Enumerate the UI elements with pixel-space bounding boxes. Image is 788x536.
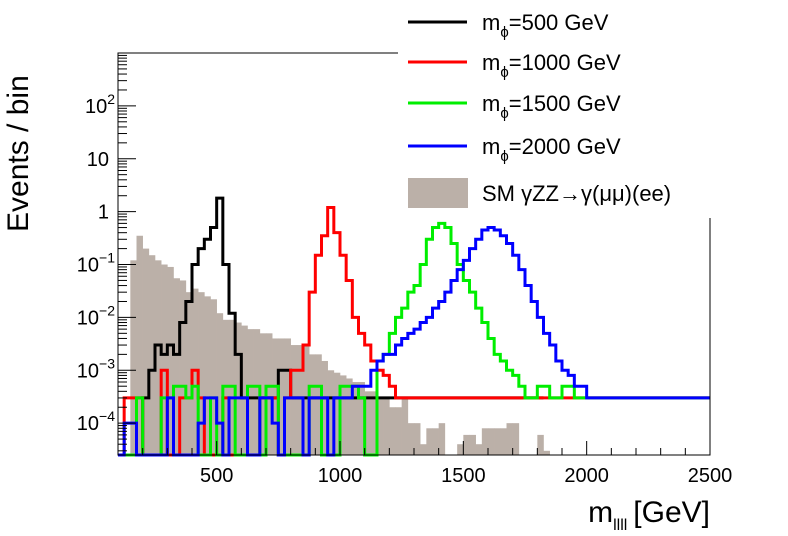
background-bar (259, 333, 267, 455)
background-bar (481, 428, 489, 455)
background-bar (155, 260, 162, 455)
series-step-line (118, 226, 710, 457)
background-bar (500, 428, 507, 455)
x-tick-label: 1500 (441, 465, 486, 487)
background-bar (179, 280, 187, 455)
legend-label: mϕ=500 GeV (482, 10, 609, 41)
background-bar (395, 407, 402, 455)
background-bar (235, 322, 242, 455)
background-bar (142, 248, 150, 455)
background-bar (204, 296, 211, 455)
background-bar (296, 345, 304, 455)
background-bar (346, 378, 353, 455)
x-tick-label: 2000 (564, 465, 609, 487)
background-bar (290, 345, 298, 455)
y-tick-label: 10−1 (77, 250, 115, 277)
background-bar (438, 423, 446, 455)
background-bar (192, 288, 199, 455)
background-bar (148, 255, 156, 455)
background-bar (494, 428, 501, 455)
background-bar (537, 434, 544, 455)
x-tick-label: 2500 (688, 465, 733, 487)
background-bar (377, 397, 384, 455)
background-bar (130, 260, 137, 455)
background-bar (210, 299, 217, 455)
y-tick-label: 1 (98, 202, 109, 224)
background-bar (185, 292, 193, 455)
background-bar (167, 266, 174, 455)
signal-histogram-layer (118, 196, 710, 457)
y-tick-label: 10−4 (77, 408, 115, 435)
background-bar (469, 434, 476, 455)
background-bar (414, 423, 421, 455)
background-bar (216, 313, 224, 455)
background-bar (358, 382, 365, 455)
background-bar (303, 345, 310, 455)
background-bar (266, 333, 273, 455)
background-bar (278, 338, 285, 455)
background-bar (241, 325, 248, 455)
background-bar (136, 235, 143, 455)
background-bar (253, 329, 261, 455)
series-mphi-2000 (118, 226, 710, 457)
legend-label: mϕ=2000 GeV (482, 134, 621, 165)
y-tick-label: 10 (87, 149, 109, 171)
background-bar (327, 370, 335, 455)
background-bar (333, 372, 341, 455)
legend-label: mϕ=1000 GeV (482, 50, 621, 81)
background-bar (247, 329, 254, 455)
background-bar (543, 450, 550, 455)
background-bar (315, 354, 322, 455)
y-tick-label: 10−3 (77, 355, 115, 382)
legend-label: mϕ=1500 GeV (482, 91, 621, 122)
legend-swatch-background (408, 178, 468, 208)
background-bar (457, 444, 464, 455)
legend-label-background: SM γZZ→γ(μμ)(ee) (482, 181, 671, 206)
background-bar (198, 292, 205, 455)
background-bar (161, 264, 168, 455)
background-bar (432, 428, 439, 455)
background-bar (321, 360, 328, 455)
background-bar (488, 428, 495, 455)
x-axis-label-main: m (588, 496, 613, 529)
y-axis: 10−4 10−3 10−2 10−1 1 10 102 (77, 52, 136, 452)
x-axis: 500 1000 1500 2000 2500 (117, 441, 733, 487)
legend: mϕ=500 GeV mϕ=1000 GeV mϕ=1500 GeV mϕ=2000 … (398, 0, 716, 218)
background-bar (383, 397, 390, 455)
background-bar (173, 278, 180, 455)
background-bar (407, 423, 415, 455)
background-bar (426, 428, 433, 455)
background-bar (475, 444, 483, 455)
background-bar (512, 423, 520, 455)
background-bar (506, 423, 513, 455)
background-bar (401, 397, 409, 455)
background-bar (340, 375, 347, 455)
y-axis-label: Events / bin (2, 75, 35, 232)
x-tick-label: 500 (200, 465, 233, 487)
x-tick-label: 1000 (318, 465, 363, 487)
background-bar (309, 354, 316, 455)
background-bar (370, 391, 378, 455)
y-tick-label: 102 (85, 91, 115, 118)
background-bar (389, 407, 396, 455)
background-bar (364, 391, 372, 455)
y-tick-label: 10−2 (77, 302, 115, 329)
x-axis-label-sub: llll (613, 517, 627, 534)
background-bar (420, 444, 427, 455)
background-bar (352, 382, 359, 455)
x-axis-label: mllll [GeV] (588, 496, 710, 534)
x-axis-label-unit: [GeV] (633, 496, 710, 529)
background-bar (463, 434, 470, 455)
